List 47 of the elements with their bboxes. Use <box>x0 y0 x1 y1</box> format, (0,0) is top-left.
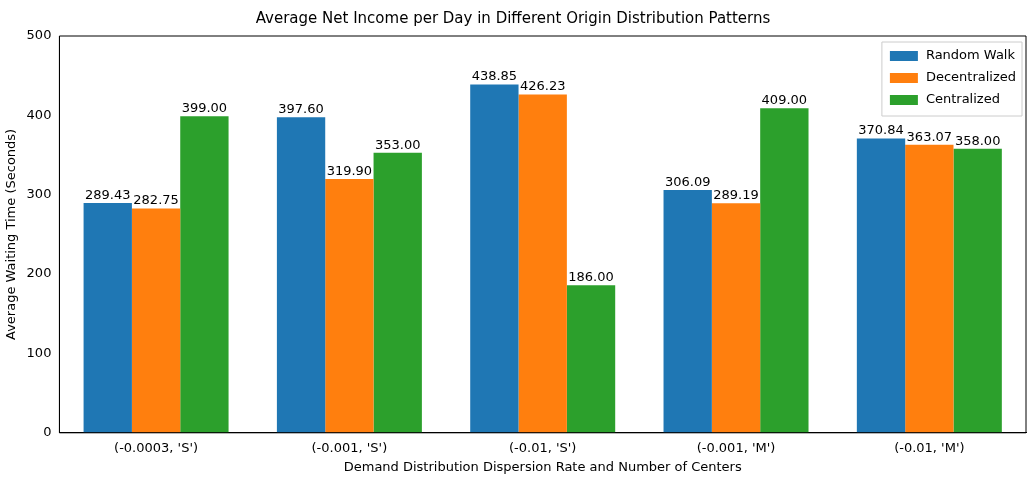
y-tick-label: 200 <box>26 265 52 281</box>
bar <box>905 144 954 433</box>
bar <box>325 178 374 433</box>
data-label: 282.75 <box>133 192 179 208</box>
data-label: 409.00 <box>761 92 808 108</box>
data-label: 319.90 <box>326 162 373 178</box>
data-label: 438.85 <box>471 68 518 84</box>
data-label: 397.60 <box>278 101 324 117</box>
data-label: 353.00 <box>374 136 421 152</box>
x-tick-label: (-0.0003, 'S') <box>114 439 199 455</box>
bar <box>760 108 809 433</box>
y-tick-label: 0 <box>43 424 52 440</box>
bar <box>276 117 326 433</box>
bar <box>663 189 712 433</box>
x-axis-title: Demand Distribution Dispersion Rate and Number of Centers <box>343 458 742 474</box>
y-tick-label: 300 <box>26 186 52 202</box>
data-label: 426.23 <box>519 78 566 94</box>
x-tick-label: (-0.01, 'S') <box>508 439 577 455</box>
bar <box>856 138 906 433</box>
data-label: 358.00 <box>954 132 1001 148</box>
data-label: 306.09 <box>664 173 711 189</box>
y-tick-label: 100 <box>26 344 52 360</box>
bar <box>470 84 519 433</box>
chart-title: Average Net Income per Day in Different Origin Distribution Patterns <box>255 8 771 27</box>
legend-label: Random Walk <box>925 47 1016 63</box>
y-tick-label: 500 <box>26 27 52 43</box>
data-label: 363.07 <box>906 128 953 144</box>
data-label: 186.00 <box>568 269 614 285</box>
data-label: 289.43 <box>84 186 131 202</box>
data-label: 289.19 <box>713 187 759 203</box>
data-label: 370.84 <box>858 122 904 138</box>
legend-label: Decentralized <box>925 69 1017 85</box>
x-tick-label: (-0.001, 'S') <box>311 439 388 455</box>
legend-label: Centralized <box>925 91 1000 107</box>
bar <box>518 94 567 433</box>
bar <box>566 285 616 433</box>
bar <box>83 203 132 433</box>
y-tick-label: 400 <box>26 106 52 122</box>
bar <box>373 152 422 433</box>
x-tick-label: (-0.01, 'M') <box>894 439 965 455</box>
bar <box>180 116 229 433</box>
bar <box>953 148 1002 433</box>
data-label: 399.00 <box>181 100 228 116</box>
x-tick-label: (-0.001, 'M') <box>696 439 776 455</box>
bar <box>131 208 181 433</box>
bar <box>711 203 761 433</box>
y-axis-title: Average Waiting Time (Seconds) <box>3 128 19 340</box>
